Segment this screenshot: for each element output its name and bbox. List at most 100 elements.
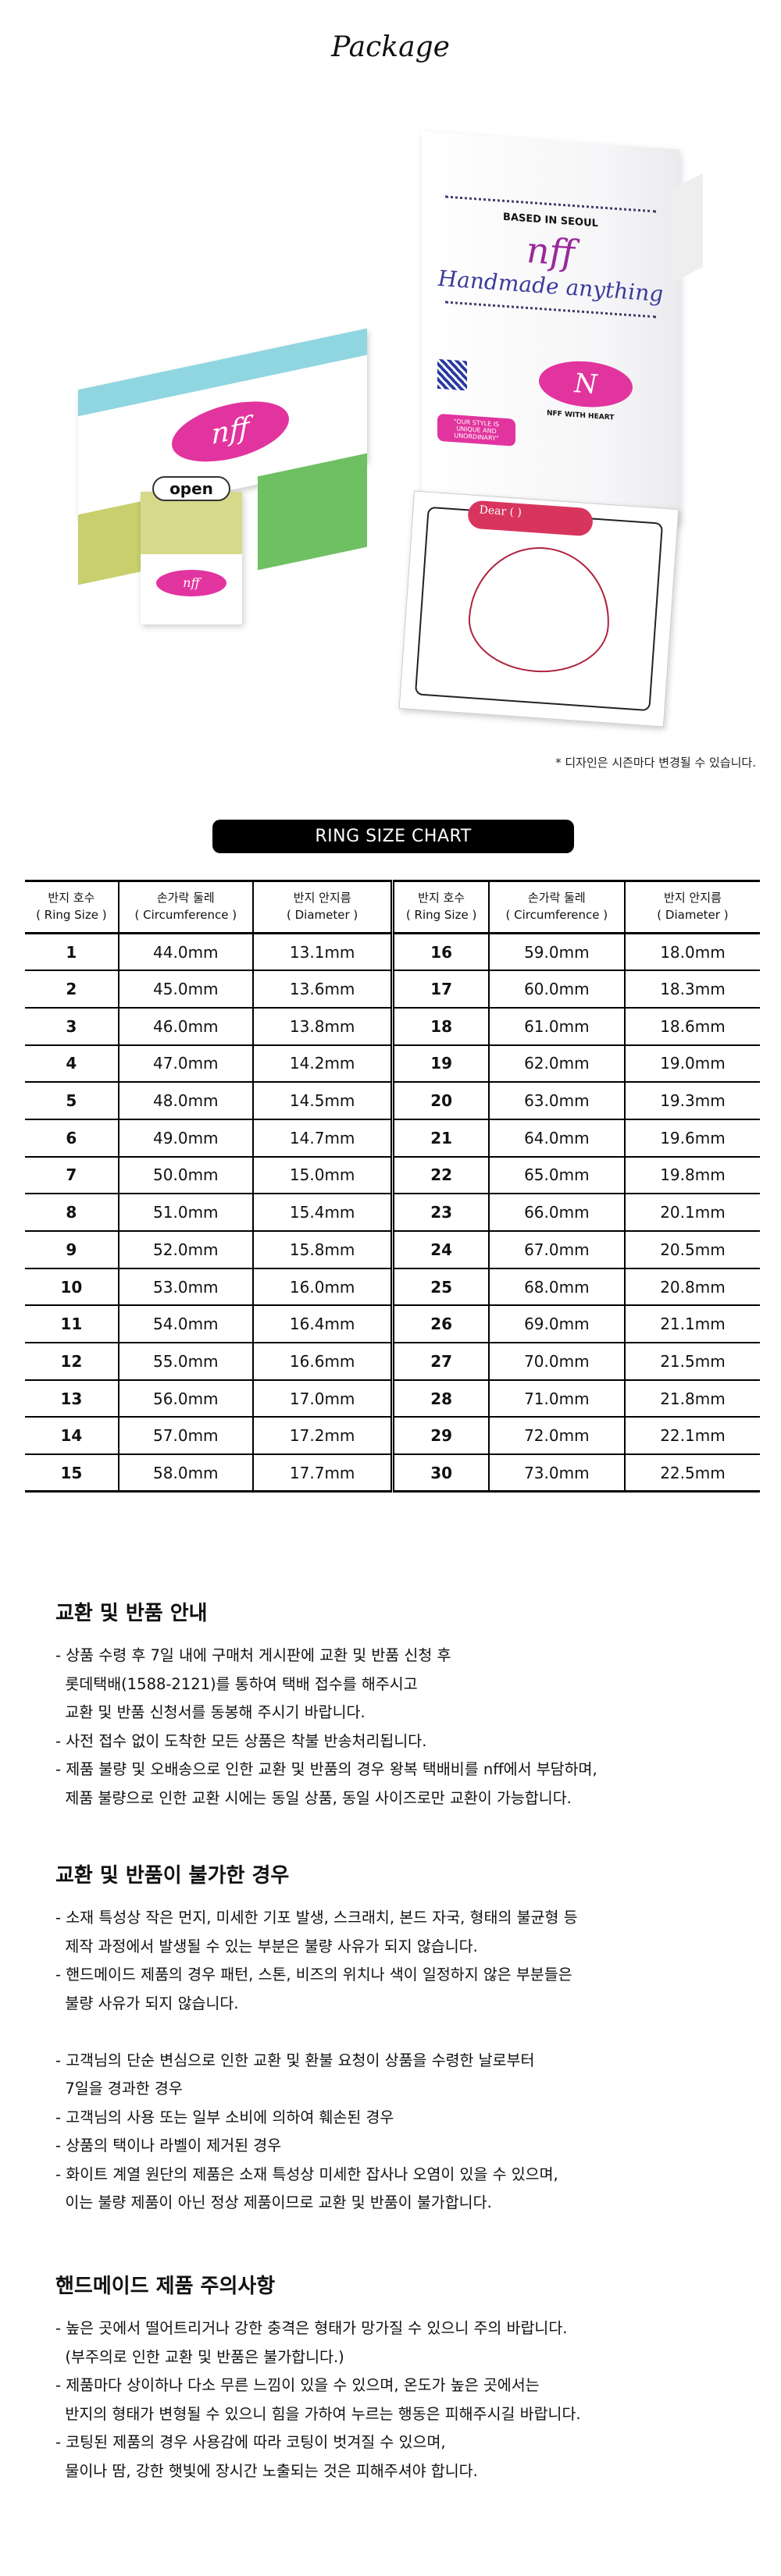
- table-row: 6 49.0mm 14.7mm 21 64.0mm 19.6mm: [25, 1119, 760, 1158]
- section-line: - 사전 접수 없이 도착한 모든 상품은 착불 반송처리됩니다.: [55, 1731, 427, 1750]
- ring-size-cell: 9: [25, 1231, 119, 1269]
- table-row: 1 44.0mm 13.1mm 16 59.0mm 18.0mm: [25, 933, 760, 972]
- diameter-cell: 16.4mm: [251, 1305, 393, 1344]
- section-line: 이는 불량 제품이 아닌 정상 제품이므로 교환 및 반품이 불가합니다.: [55, 2194, 492, 2211]
- ring-size-cell: 23: [390, 1194, 489, 1232]
- qr-code-icon: [437, 358, 467, 391]
- ring-size-cell: 24: [390, 1231, 489, 1269]
- diameter-cell: 22.5mm: [623, 1454, 760, 1493]
- circumference-cell: 52.0mm: [117, 1231, 253, 1269]
- circumference-cell: 57.0mm: [117, 1417, 253, 1456]
- circumference-cell: 66.0mm: [487, 1194, 625, 1232]
- ring-size-cell: 5: [25, 1082, 119, 1120]
- circumference-cell: 62.0mm: [487, 1044, 625, 1083]
- diameter-cell: 13.6mm: [251, 970, 393, 1009]
- circumference-cell: 53.0mm: [117, 1268, 253, 1307]
- open-label: open: [152, 476, 230, 501]
- table-row: 15 58.0mm 17.7mm 30 73.0mm 22.5mm: [25, 1454, 760, 1493]
- circumference-cell: 55.0mm: [117, 1343, 253, 1381]
- header-en: ( Circumference ): [505, 908, 608, 922]
- header-en: ( Diameter ): [657, 908, 729, 922]
- ring-size-cell: 11: [25, 1305, 119, 1344]
- header-ko: 손가락 둘레: [527, 891, 586, 906]
- ring-size-cell: 20: [390, 1082, 489, 1120]
- diameter-cell: 13.8mm: [251, 1007, 393, 1046]
- circumference-cell: 56.0mm: [117, 1379, 253, 1418]
- letter-card-image: Dear ( ): [398, 490, 679, 728]
- non-returnable-cases: 교환 및 반품이 불가한 경우 - 소재 특성상 작은 먼지, 미세한 기포 발생…: [55, 1859, 743, 2218]
- small-box-logo: nff: [156, 570, 226, 596]
- circumference-cell: 48.0mm: [117, 1082, 253, 1120]
- circumference-cell: 63.0mm: [487, 1082, 625, 1120]
- diameter-cell: 21.8mm: [623, 1379, 760, 1418]
- diameter-cell: 21.5mm: [623, 1343, 760, 1381]
- circumference-cell: 71.0mm: [487, 1379, 625, 1418]
- diameter-cell: 16.0mm: [251, 1268, 393, 1307]
- header-en: ( Circumference ): [134, 908, 237, 922]
- column-header: 손가락 둘레 ( Circumference ): [117, 881, 253, 934]
- column-header: 반지 안지름 ( Diameter ): [251, 881, 393, 934]
- diameter-cell: 16.6mm: [251, 1343, 393, 1381]
- circumference-cell: 60.0mm: [487, 970, 625, 1009]
- diameter-cell: 17.0mm: [251, 1379, 393, 1418]
- ring-size-cell: 21: [390, 1119, 489, 1158]
- column-header: 반지 호수 ( Ring Size ): [25, 881, 119, 934]
- ring-size-cell: 8: [25, 1194, 119, 1232]
- header-en: ( Ring Size ): [36, 908, 107, 922]
- ring-size-cell: 2: [25, 970, 119, 1009]
- column-header: 반지 안지름 ( Diameter ): [623, 881, 760, 934]
- circumference-cell: 72.0mm: [487, 1417, 625, 1456]
- diameter-cell: 19.8mm: [623, 1156, 760, 1195]
- circumference-cell: 50.0mm: [117, 1156, 253, 1195]
- table-row: 13 56.0mm 17.0mm 28 71.0mm 21.8mm: [25, 1379, 760, 1418]
- section-line: - 고객님의 단순 변심으로 인한 교환 및 환불 요청이 상품을 수령한 날로…: [55, 2051, 535, 2069]
- column-header: 반지 호수 ( Ring Size ): [390, 881, 489, 934]
- section-heading: 교환 및 반품 안내: [55, 1602, 208, 1625]
- diameter-cell: 13.1mm: [251, 933, 393, 972]
- circumference-cell: 67.0mm: [487, 1231, 625, 1269]
- diameter-cell: 20.1mm: [623, 1194, 760, 1232]
- diameter-cell: 19.0mm: [623, 1044, 760, 1083]
- diameter-cell: 19.6mm: [623, 1119, 760, 1158]
- package-title: Package: [331, 31, 450, 63]
- diameter-cell: 18.6mm: [623, 1007, 760, 1046]
- circumference-cell: 58.0mm: [117, 1454, 253, 1493]
- table-row: 3 46.0mm 13.8mm 18 61.0mm 18.6mm: [25, 1007, 760, 1046]
- circumference-cell: 65.0mm: [487, 1156, 625, 1195]
- circumference-cell: 51.0mm: [117, 1194, 253, 1232]
- box-logo: nff: [172, 391, 289, 471]
- handmade-cautions: 핸드메이드 제품 주의사항 - 높은 곳에서 떨어트리거나 강한 충격은 형태가 …: [55, 2270, 743, 2485]
- circumference-cell: 49.0mm: [117, 1119, 253, 1158]
- diameter-cell: 14.2mm: [251, 1044, 393, 1083]
- bag-badge: NFF WITH HEART: [547, 409, 615, 422]
- header-ko: 반지 안지름: [293, 891, 351, 906]
- header-en: ( Ring Size ): [405, 908, 477, 922]
- ring-size-cell: 30: [390, 1454, 489, 1493]
- table-row: 14 57.0mm 17.2mm 29 72.0mm 22.1mm: [25, 1417, 760, 1456]
- diameter-cell: 15.4mm: [251, 1194, 393, 1232]
- section-line: - 화이트 계열 원단의 제품은 소재 특성상 미세한 잡사나 오염이 있을 수…: [55, 2165, 558, 2183]
- circumference-cell: 54.0mm: [117, 1305, 253, 1344]
- circumference-cell: 69.0mm: [487, 1305, 625, 1344]
- section-line: - 제품 불량 및 오배송으로 인한 교환 및 반품의 경우 왕복 택배비를 n…: [55, 1760, 597, 1778]
- ring-size-cell: 28: [390, 1379, 489, 1418]
- header-ko: 손가락 둘레: [156, 891, 215, 906]
- circumference-cell: 45.0mm: [117, 970, 253, 1009]
- ring-size-cell: 15: [25, 1454, 119, 1493]
- section-line: 반지의 형태가 변형될 수 있으니 힘을 가하여 누르는 행동은 피해주시길 바…: [55, 2404, 581, 2423]
- section-line: 교환 및 반품 신청서를 동봉해 주시기 바랍니다.: [55, 1703, 366, 1721]
- package-photo: BASED IN SEOUL nff Handmade anything N N…: [0, 131, 781, 742]
- ring-size-cell: 25: [390, 1268, 489, 1307]
- circumference-cell: 59.0mm: [487, 933, 625, 972]
- circumference-cell: 47.0mm: [117, 1044, 253, 1083]
- bag-monogram: N: [539, 358, 633, 411]
- diameter-cell: 15.0mm: [251, 1156, 393, 1195]
- ring-size-cell: 22: [390, 1156, 489, 1195]
- column-header: 손가락 둘레 ( Circumference ): [487, 881, 625, 934]
- circumference-cell: 64.0mm: [487, 1119, 625, 1158]
- section-line: - 제품마다 상이하나 다소 무른 느낌이 있을 수 있으며, 온도가 높은 곳…: [55, 2376, 540, 2394]
- diameter-cell: 18.0mm: [623, 933, 760, 972]
- diameter-cell: 20.8mm: [623, 1268, 760, 1307]
- ring-size-cell: 13: [25, 1379, 119, 1418]
- section-line: 7일을 경과한 경우: [55, 2080, 183, 2097]
